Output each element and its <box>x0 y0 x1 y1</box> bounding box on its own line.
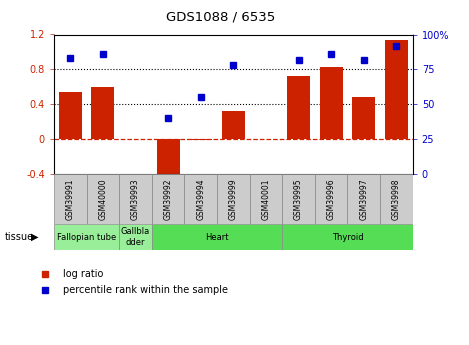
Text: percentile rank within the sample: percentile rank within the sample <box>63 285 228 295</box>
Text: GSM39995: GSM39995 <box>294 178 303 220</box>
Text: Thyroid: Thyroid <box>332 233 363 242</box>
Text: GSM39999: GSM39999 <box>229 178 238 220</box>
Bar <box>222 111 245 139</box>
Bar <box>157 139 180 179</box>
Text: GSM39996: GSM39996 <box>327 178 336 220</box>
Text: Heart: Heart <box>205 233 229 242</box>
FancyBboxPatch shape <box>119 224 152 250</box>
Bar <box>189 139 212 140</box>
Text: log ratio: log ratio <box>63 269 104 279</box>
FancyBboxPatch shape <box>217 174 250 224</box>
Text: tissue: tissue <box>5 232 34 242</box>
Bar <box>352 97 375 139</box>
FancyBboxPatch shape <box>348 174 380 224</box>
Text: GSM40000: GSM40000 <box>98 178 107 220</box>
FancyBboxPatch shape <box>54 174 87 224</box>
FancyBboxPatch shape <box>119 174 152 224</box>
Text: GSM39998: GSM39998 <box>392 178 401 220</box>
Text: ▶: ▶ <box>30 232 38 242</box>
FancyBboxPatch shape <box>54 224 119 250</box>
Text: Gallbla
dder: Gallbla dder <box>121 227 150 247</box>
FancyBboxPatch shape <box>184 174 217 224</box>
Text: GDS1088 / 6535: GDS1088 / 6535 <box>166 10 275 23</box>
FancyBboxPatch shape <box>282 224 413 250</box>
Text: GSM39992: GSM39992 <box>164 178 173 220</box>
Text: GSM39994: GSM39994 <box>196 178 205 220</box>
FancyBboxPatch shape <box>315 174 348 224</box>
FancyBboxPatch shape <box>87 174 119 224</box>
Text: GSM40001: GSM40001 <box>261 178 271 220</box>
Text: GSM39991: GSM39991 <box>66 178 75 220</box>
Bar <box>385 40 408 139</box>
Bar <box>320 67 342 139</box>
FancyBboxPatch shape <box>152 174 184 224</box>
Text: Fallopian tube: Fallopian tube <box>57 233 116 242</box>
Bar <box>91 87 114 139</box>
FancyBboxPatch shape <box>152 224 282 250</box>
Text: GSM39997: GSM39997 <box>359 178 368 220</box>
Bar <box>59 92 82 139</box>
FancyBboxPatch shape <box>380 174 413 224</box>
FancyBboxPatch shape <box>250 174 282 224</box>
Text: GSM39993: GSM39993 <box>131 178 140 220</box>
FancyBboxPatch shape <box>282 174 315 224</box>
Bar <box>287 77 310 139</box>
